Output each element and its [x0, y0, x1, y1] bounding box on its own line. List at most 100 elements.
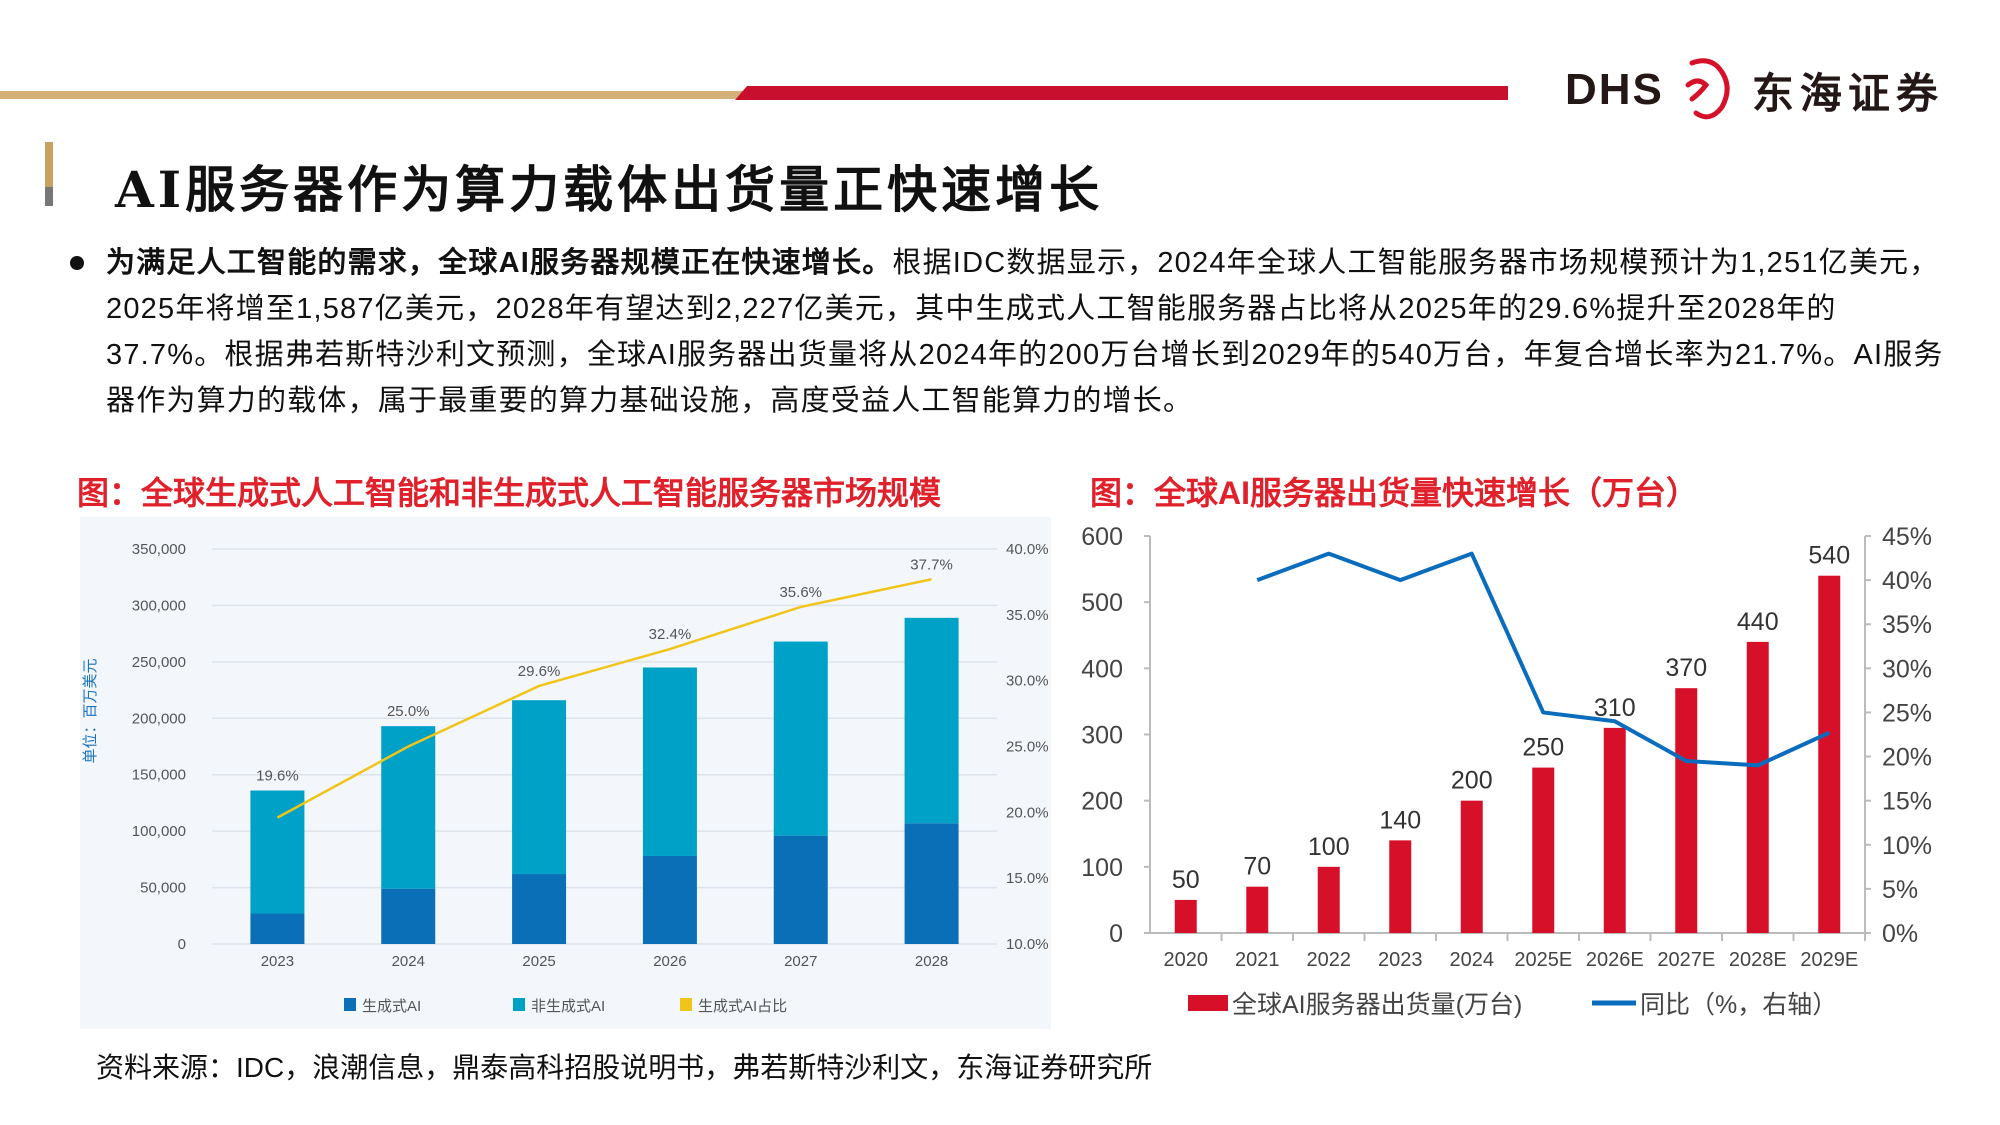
x-tick-label: 2022: [1307, 949, 1352, 971]
bar-gen-ai: [642, 855, 697, 944]
legend-label: 同比（%，右轴）: [1640, 991, 1837, 1019]
yoy-line: [1256, 551, 1831, 768]
legend-swatch-bars: [1188, 995, 1228, 1011]
y-tick-label: 200,000: [132, 710, 186, 727]
bar-gen-ai: [512, 874, 567, 944]
y-tick-label: 600: [1081, 523, 1123, 551]
y-tick-label: 250,000: [132, 654, 186, 671]
legend-label: 生成式AI: [362, 998, 421, 1015]
x-tick-label: 2024: [1450, 949, 1495, 971]
legend-label: 生成式AI占比: [698, 998, 787, 1015]
header-gold-rule: [0, 91, 745, 99]
y2-tick-label: 10%: [1882, 832, 1932, 860]
bar-data-label: 440: [1737, 608, 1779, 636]
bar-data-label: 200: [1451, 767, 1493, 795]
x-tick-label: 2025: [522, 953, 555, 970]
x-tick-label: 2021: [1235, 949, 1280, 971]
y2-tick-label: 35.0%: [1006, 607, 1049, 624]
bar-non-gen-ai: [642, 667, 697, 856]
y2-tick-label: 30.0%: [1006, 673, 1049, 690]
shipment-bar: [1818, 575, 1841, 933]
bar-data-label: 370: [1665, 654, 1707, 682]
bar-gen-ai: [773, 835, 828, 944]
body-paragraph: 为满足人工智能的需求，全球AI服务器规模正在快速增长。根据IDC数据显示，202…: [106, 240, 1946, 424]
x-tick-label: 2024: [392, 953, 425, 970]
x-tick-label: 2027: [784, 953, 817, 970]
y2-tick-label: 15%: [1882, 788, 1932, 816]
x-tick-label: 2023: [1378, 949, 1423, 971]
bar-gen-ai: [381, 888, 436, 944]
dragon-icon: [1685, 58, 1730, 120]
shipment-bar: [1246, 886, 1269, 933]
y2-tick-label: 30%: [1882, 655, 1932, 683]
bar-data-label: 50: [1172, 866, 1200, 894]
title-accent-bar: [45, 142, 53, 206]
bar-non-gen-ai: [773, 641, 828, 836]
y2-tick-label: 25%: [1882, 699, 1932, 727]
y2-tick-label: 40.0%: [1006, 541, 1049, 558]
shipment-bar: [1317, 866, 1340, 933]
y-tick-label: 0: [178, 936, 186, 953]
bar-data-label: 250: [1522, 734, 1564, 762]
share-line: [276, 578, 932, 819]
y-tick-label: 200: [1081, 788, 1123, 816]
shipment-bar: [1174, 899, 1197, 933]
bar-data-label: 140: [1379, 806, 1421, 834]
x-tick-label: 2020: [1164, 949, 1209, 971]
share-data-label: 35.6%: [779, 584, 822, 601]
shipment-bar: [1460, 800, 1483, 933]
y-tick-label: 100: [1081, 854, 1123, 882]
x-tick-label: 2028E: [1729, 949, 1787, 971]
x-tick-label: 2025E: [1514, 949, 1572, 971]
bar-gen-ai: [250, 913, 305, 944]
y2-tick-label: 45%: [1882, 523, 1932, 551]
source-note: 资料来源：IDC，浪潮信息，鼎泰高科招股说明书，弗若斯特沙利文，东海证券研究所: [96, 1052, 1153, 1083]
y2-tick-label: 10.0%: [1006, 936, 1049, 953]
shipment-bar: [1603, 727, 1626, 933]
bar-data-label: 540: [1808, 542, 1850, 570]
bullet-icon: [70, 256, 84, 270]
left-chart-caption: 图：全球生成式人工智能和非生成式人工智能服务器市场规模: [77, 475, 942, 511]
bar-non-gen-ai: [381, 726, 436, 889]
y-tick-label: 300,000: [132, 597, 186, 614]
x-tick-label: 2029E: [1800, 949, 1858, 971]
company-logo: DHS 东海证券: [1565, 55, 1944, 125]
bar-non-gen-ai: [904, 617, 959, 824]
body-text: 根据IDC数据显示，2024年全球人工智能服务器市场规模预计为1,251亿美元，…: [106, 247, 1944, 417]
y-tick-label: 400: [1081, 655, 1123, 683]
legend-label: 全球AI服务器出货量(万台): [1232, 991, 1522, 1019]
x-tick-label: 2028: [915, 953, 948, 970]
bar-gen-ai: [904, 823, 959, 944]
y2-tick-label: 0%: [1882, 920, 1918, 948]
bar-data-label: 310: [1594, 694, 1636, 722]
shipment-bar: [1532, 767, 1555, 933]
y2-tick-label: 35%: [1882, 611, 1932, 639]
y2-tick-label: 5%: [1882, 876, 1918, 904]
header-red-rule: [735, 86, 1508, 100]
right-chart-caption: 图：全球AI服务器出货量快速增长（万台）: [1090, 475, 1699, 511]
lead-sentence: 为满足人工智能的需求，全球AI服务器规模正在快速增长。: [106, 247, 893, 279]
share-data-label: 37.7%: [910, 556, 953, 573]
share-data-label: 29.6%: [518, 663, 561, 680]
y2-tick-label: 20%: [1882, 744, 1932, 772]
legend-label: 非生成式AI: [531, 998, 605, 1015]
legend-swatch: [344, 998, 356, 1011]
bar-data-label: 70: [1243, 853, 1271, 881]
share-data-label: 19.6%: [256, 768, 299, 785]
y-axis-label: 单位：百万美元: [82, 658, 99, 763]
y2-tick-label: 15.0%: [1006, 870, 1049, 887]
y2-tick-label: 40%: [1882, 567, 1932, 595]
page-title: AI服务器作为算力载体出货量正快速增长: [115, 160, 1104, 219]
bar-data-label: 100: [1308, 833, 1350, 861]
y-tick-label: 500: [1081, 589, 1123, 617]
x-tick-label: 2026: [653, 953, 686, 970]
x-tick-label: 2027E: [1657, 949, 1715, 971]
logo-cn-text: 东海证券: [1751, 69, 1944, 117]
y-tick-label: 50,000: [140, 880, 186, 897]
shipment-bar: [1746, 641, 1769, 933]
y-tick-label: 150,000: [132, 767, 186, 784]
y-tick-label: 350,000: [132, 541, 186, 558]
share-data-label: 32.4%: [649, 626, 692, 643]
